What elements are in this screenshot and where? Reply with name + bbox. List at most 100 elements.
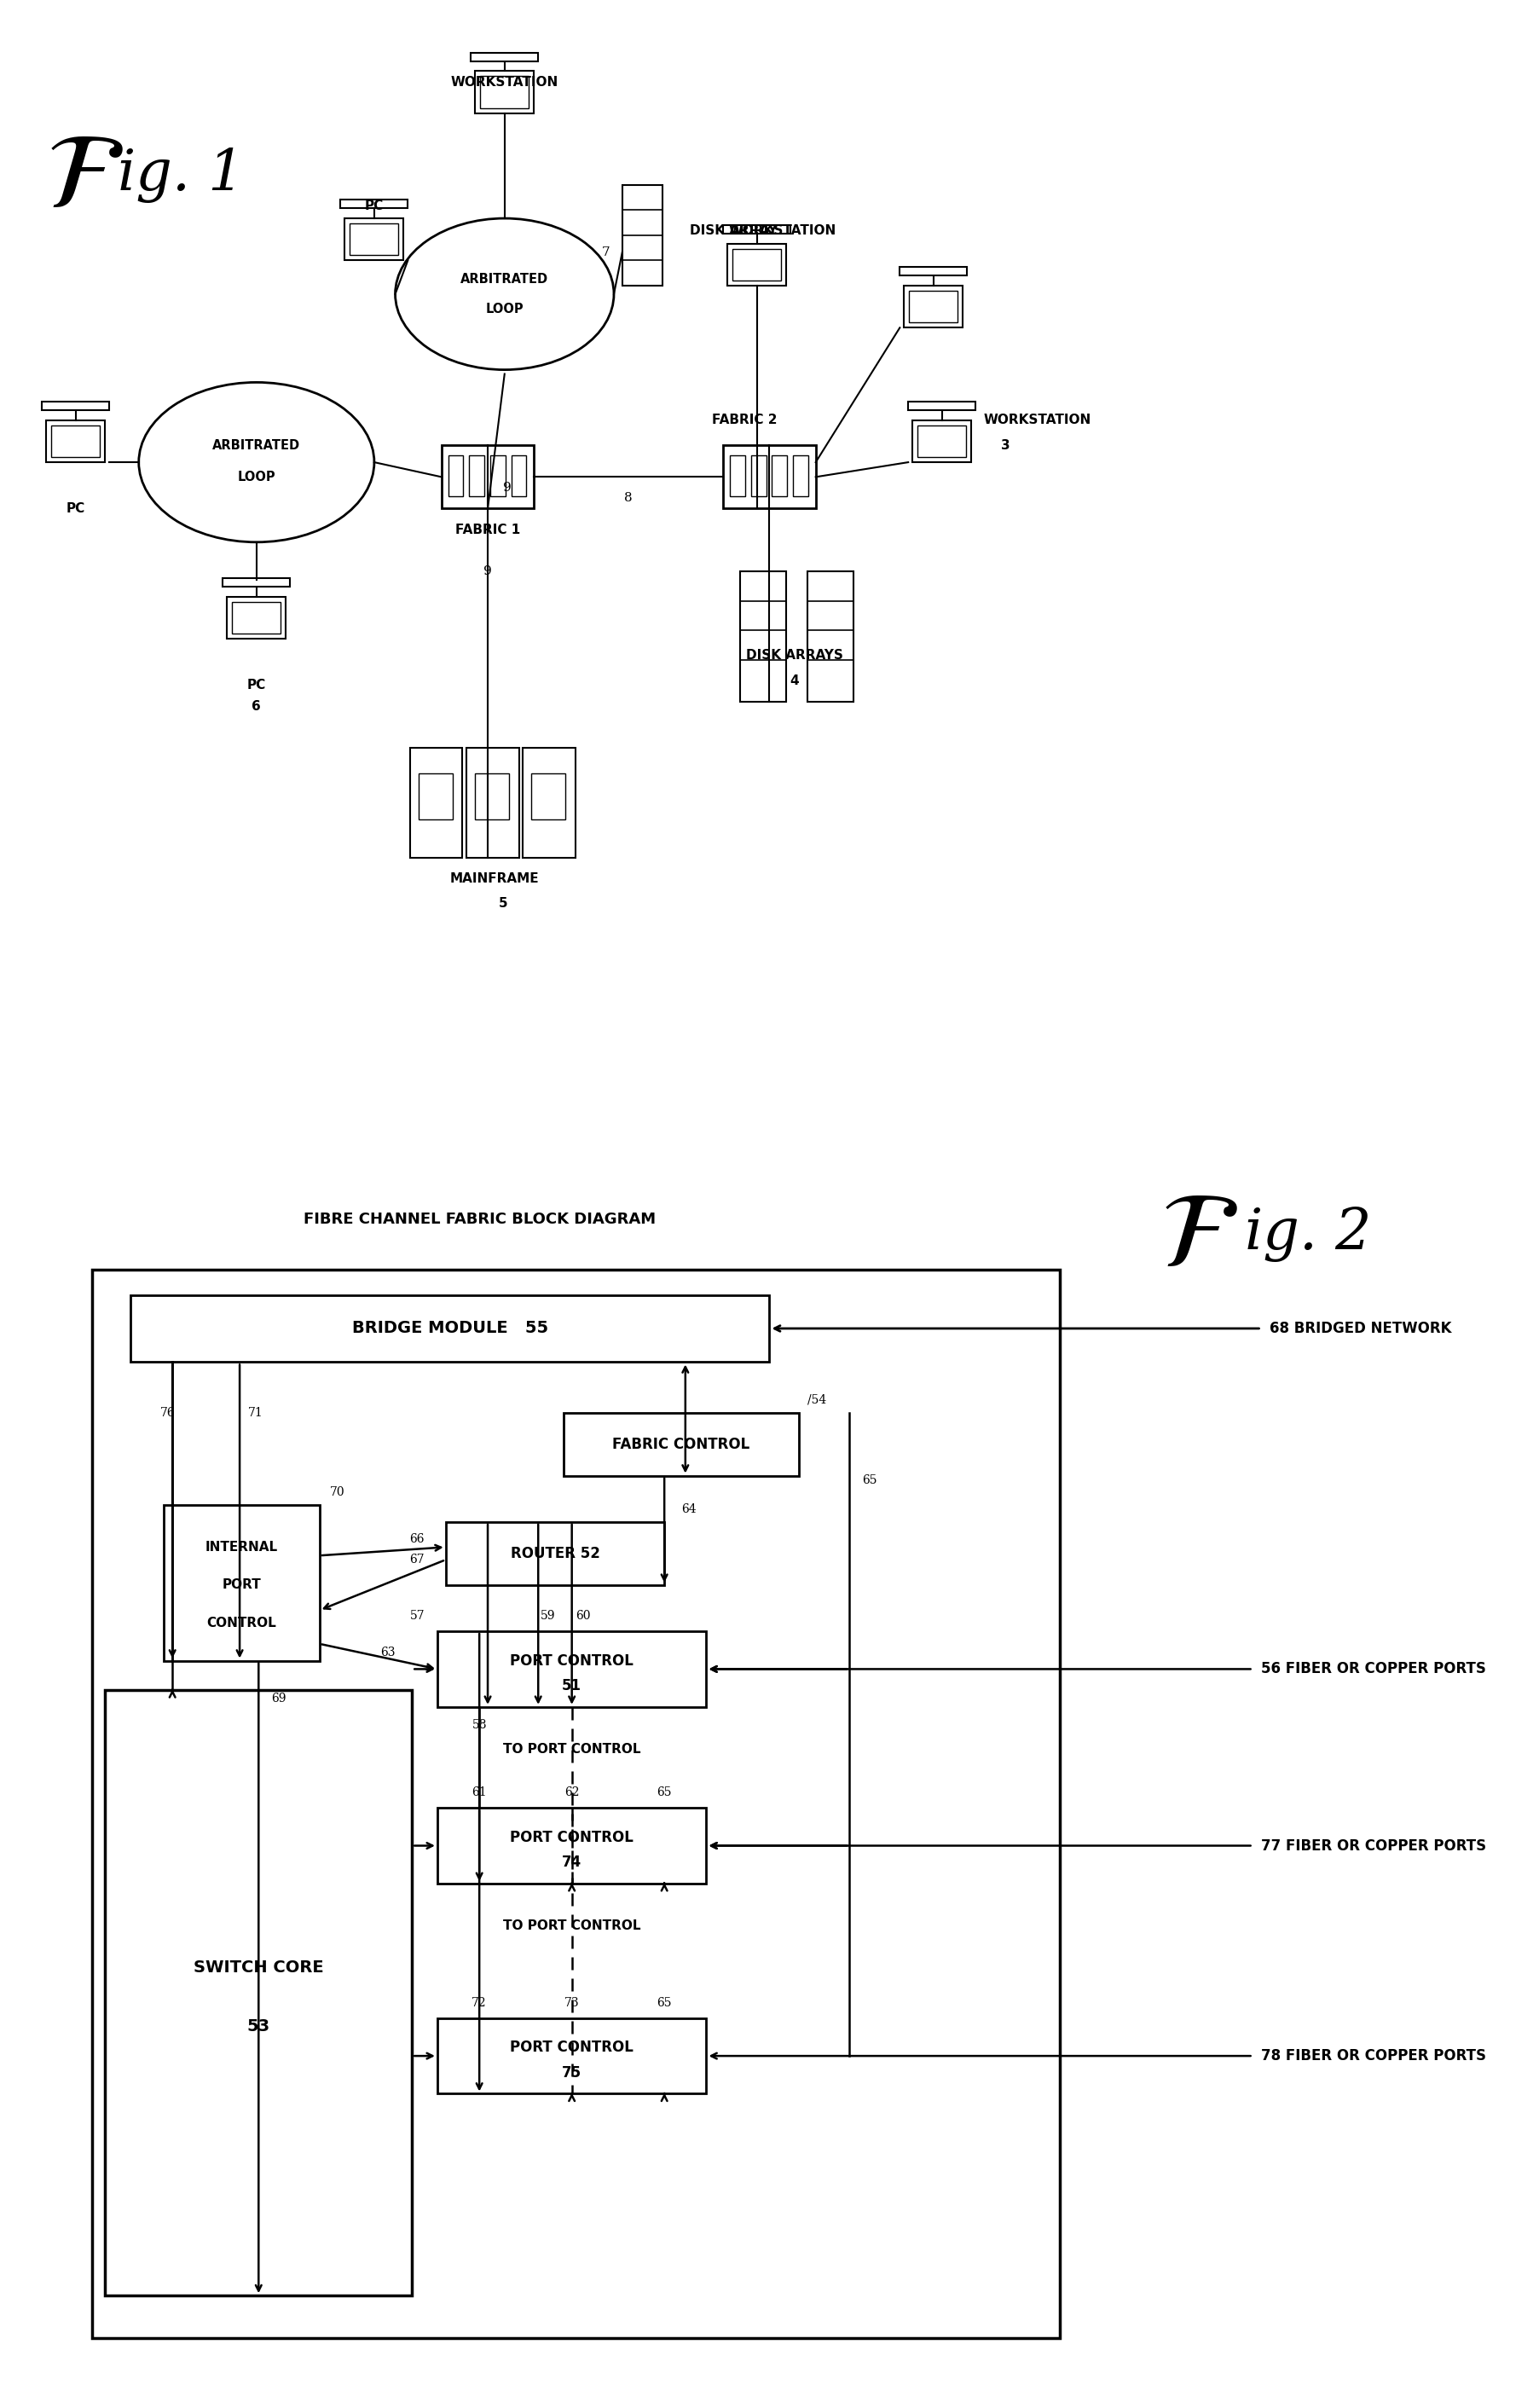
Text: 57: 57 <box>409 1611 425 1623</box>
Ellipse shape <box>139 383 374 542</box>
Bar <box>729 455 745 496</box>
Bar <box>471 53 539 60</box>
Bar <box>511 455 526 496</box>
Ellipse shape <box>396 219 614 371</box>
Text: 56 FIBER OR COPPER PORTS: 56 FIBER OR COPPER PORTS <box>1262 1662 1487 1676</box>
Bar <box>345 219 403 260</box>
Bar <box>908 402 976 409</box>
Bar <box>917 426 966 458</box>
Bar <box>340 200 408 207</box>
Text: 51: 51 <box>562 1678 582 1693</box>
Bar <box>793 455 808 496</box>
Bar <box>466 749 519 857</box>
Text: 4: 4 <box>790 674 799 686</box>
Text: LOOP: LOOP <box>485 303 523 315</box>
Text: CONTROL: CONTROL <box>206 1616 277 1630</box>
Bar <box>523 749 576 857</box>
Bar <box>419 773 452 819</box>
Bar <box>728 243 786 287</box>
Text: 78 FIBER OR COPPER PORTS: 78 FIBER OR COPPER PORTS <box>1262 2049 1487 2064</box>
Bar <box>773 455 786 496</box>
Text: WORKSTATION: WORKSTATION <box>983 414 1091 426</box>
Bar <box>51 426 100 458</box>
Text: $\mathcal{F}$: $\mathcal{F}$ <box>1160 1185 1237 1288</box>
Text: ig. 2: ig. 2 <box>1245 1206 1371 1262</box>
Bar <box>900 267 966 275</box>
Text: 75: 75 <box>562 2066 582 2081</box>
Bar <box>723 224 791 234</box>
Text: PC: PC <box>246 679 266 691</box>
Bar <box>469 455 485 496</box>
Text: INTERNAL: INTERNAL <box>206 1541 279 1553</box>
Text: DISK ARRAYS: DISK ARRAYS <box>746 650 843 662</box>
Bar <box>42 402 109 409</box>
Text: 53: 53 <box>248 2018 271 2035</box>
Text: 69: 69 <box>271 1693 286 1705</box>
Text: 68 BRIDGED NETWORK: 68 BRIDGED NETWORK <box>1270 1322 1451 1336</box>
Bar <box>349 224 399 255</box>
Bar <box>903 287 963 327</box>
Text: ROUTER 52: ROUTER 52 <box>511 1546 600 1560</box>
Text: 67: 67 <box>409 1553 425 1565</box>
Text: /54: /54 <box>808 1394 826 1406</box>
Text: MAINFRAME: MAINFRAME <box>449 872 539 884</box>
Bar <box>446 1522 665 1584</box>
Bar <box>531 773 565 819</box>
Text: LOOP: LOOP <box>237 472 275 484</box>
Text: DISK ARRAY: DISK ARRAY <box>689 224 777 238</box>
Text: 5: 5 <box>499 898 508 910</box>
Text: $\mathcal{F}$: $\mathcal{F}$ <box>46 125 123 229</box>
Text: FABRIC 1: FABRIC 1 <box>456 523 520 537</box>
Text: 63: 63 <box>380 1647 396 1659</box>
Text: ig. 1: ig. 1 <box>117 147 245 202</box>
Text: ARBITRATED: ARBITRATED <box>460 272 548 284</box>
Bar <box>165 1505 320 1662</box>
Text: 77 FIBER OR COPPER PORTS: 77 FIBER OR COPPER PORTS <box>1262 1837 1487 1854</box>
Bar <box>411 749 463 857</box>
Text: PC: PC <box>66 503 85 515</box>
Bar <box>491 455 505 496</box>
Bar <box>751 455 766 496</box>
Text: 72: 72 <box>472 1996 486 2008</box>
Bar <box>442 445 534 508</box>
Text: FIBRE CHANNEL FABRIC BLOCK DIAGRAM: FIBRE CHANNEL FABRIC BLOCK DIAGRAM <box>303 1211 656 1226</box>
Text: PORT CONTROL: PORT CONTROL <box>509 1652 634 1669</box>
Text: 73: 73 <box>565 1996 579 2008</box>
Bar <box>92 1269 1059 2338</box>
Text: 62: 62 <box>565 1787 579 1799</box>
Text: 8: 8 <box>625 491 633 503</box>
Bar <box>563 1413 799 1476</box>
Text: FABRIC CONTROL: FABRIC CONTROL <box>613 1438 749 1452</box>
Text: 70: 70 <box>329 1486 345 1498</box>
Bar <box>476 773 509 819</box>
Text: 61: 61 <box>472 1787 486 1799</box>
Bar <box>131 1296 770 1363</box>
Bar <box>437 1808 706 1883</box>
Bar <box>437 1630 706 1707</box>
Text: 64: 64 <box>682 1503 696 1515</box>
Bar <box>913 419 971 462</box>
Text: 6: 6 <box>252 701 262 713</box>
Text: BRIDGE MODULE   55: BRIDGE MODULE 55 <box>352 1320 548 1336</box>
Text: 65: 65 <box>657 1996 673 2008</box>
Text: 9: 9 <box>503 482 511 494</box>
Text: TO PORT CONTROL: TO PORT CONTROL <box>503 1743 640 1755</box>
Text: SWITCH CORE: SWITCH CORE <box>194 1960 323 1975</box>
Text: PC: PC <box>365 200 383 212</box>
Bar <box>723 445 816 508</box>
Text: 66: 66 <box>409 1534 425 1544</box>
Bar <box>46 419 105 462</box>
Bar <box>622 185 663 287</box>
Text: 3: 3 <box>1000 438 1010 453</box>
Text: 60: 60 <box>576 1611 591 1623</box>
Bar <box>733 248 782 282</box>
Text: 65: 65 <box>657 1787 673 1799</box>
Text: WORKSTATION: WORKSTATION <box>728 224 836 238</box>
Bar <box>808 571 854 701</box>
Bar <box>476 72 534 113</box>
Text: ARBITRATED: ARBITRATED <box>212 438 300 453</box>
Text: 65: 65 <box>862 1474 877 1486</box>
Bar <box>232 602 282 633</box>
Text: PORT CONTROL: PORT CONTROL <box>509 1830 634 1845</box>
Text: PORT CONTROL: PORT CONTROL <box>509 2040 634 2054</box>
